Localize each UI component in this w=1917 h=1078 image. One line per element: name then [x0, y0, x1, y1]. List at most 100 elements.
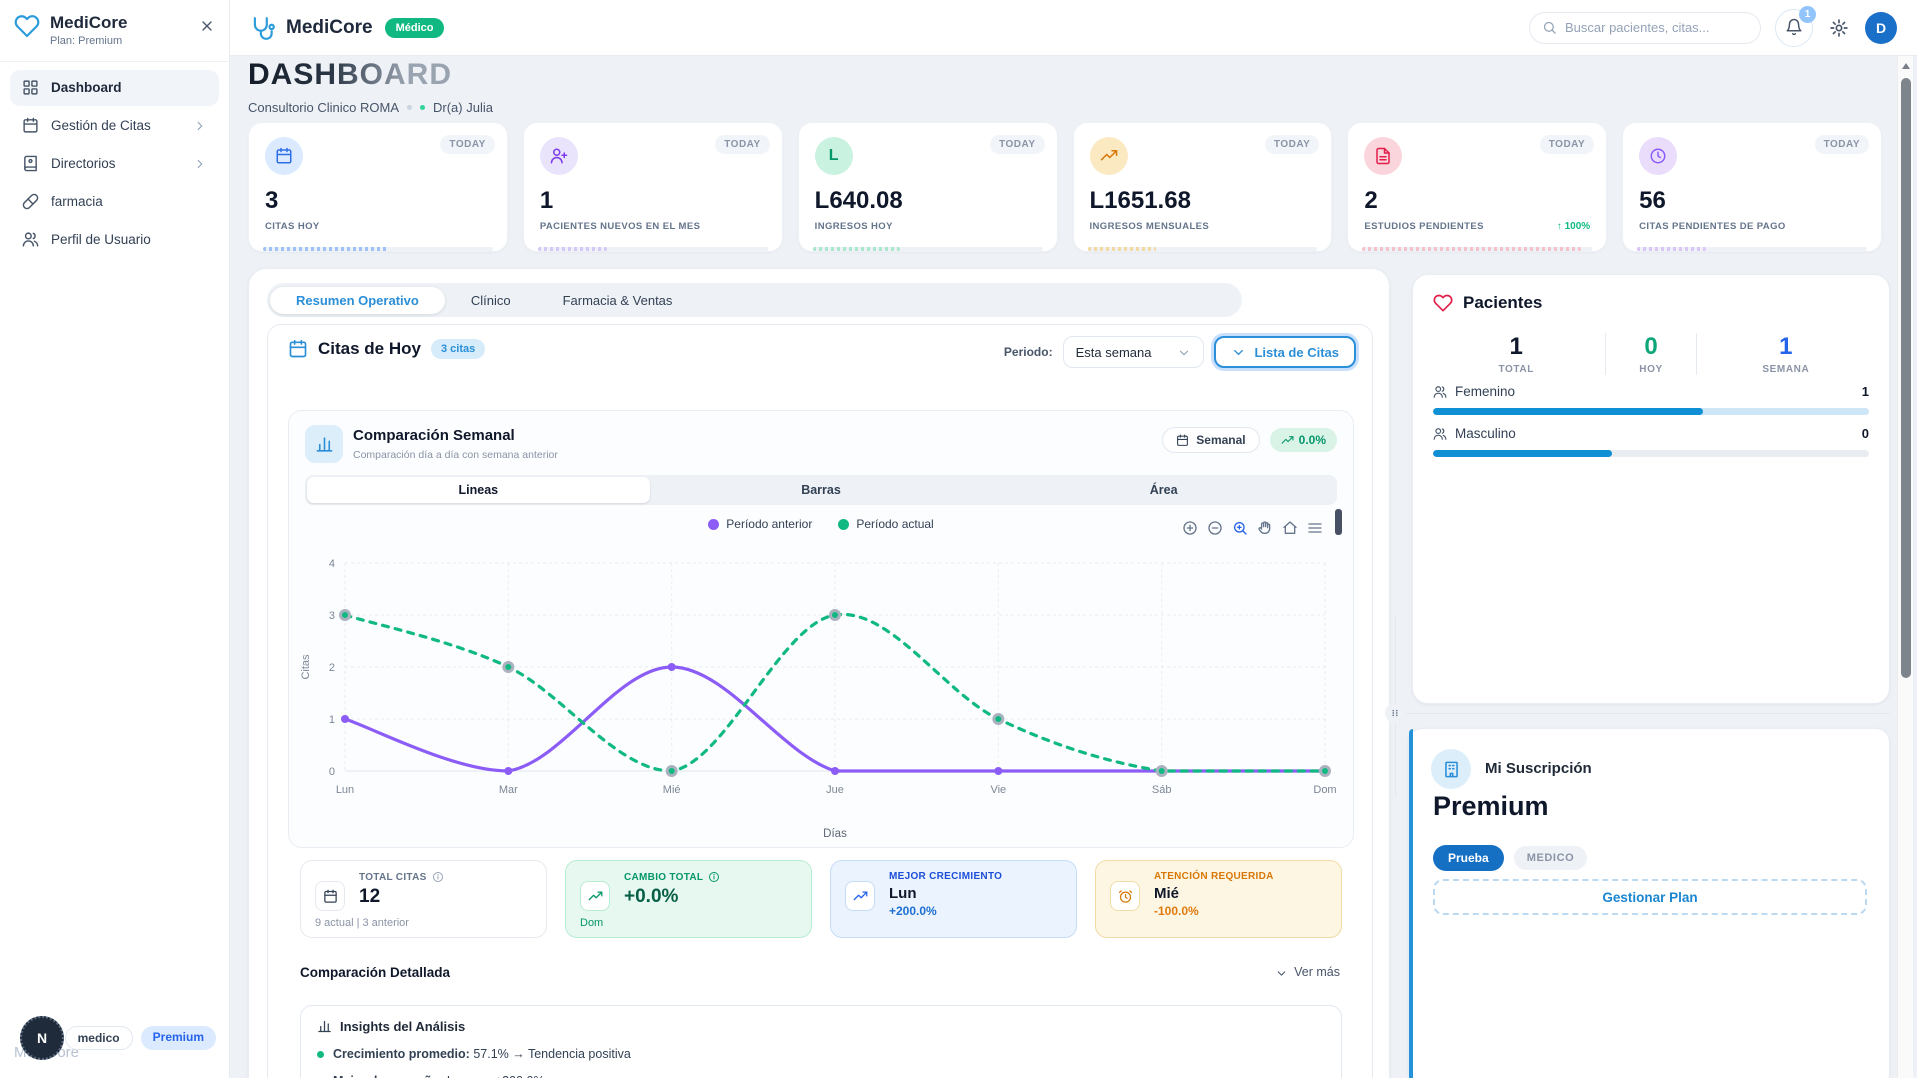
search-box[interactable] — [1529, 11, 1761, 44]
subscription-title: Mi Suscripción — [1485, 760, 1592, 777]
svg-text:Mié: Mié — [663, 784, 681, 796]
breadcrumb-clinic: Consultorio Clinico ROMA — [248, 100, 399, 115]
period-select[interactable]: Esta semana — [1062, 336, 1205, 368]
document-icon — [1364, 137, 1403, 175]
window-scrollbar[interactable] — [1897, 56, 1913, 1078]
prueba-badge: Prueba — [1433, 845, 1504, 871]
chevron-down-icon — [1275, 965, 1288, 979]
patients-card: Pacientes 1 TOTAL 0 HOY 1 SEMANA Femenin… — [1412, 274, 1890, 704]
period-label: Periodo: — [1003, 345, 1053, 360]
chart-tab-area[interactable]: Área — [1149, 483, 1178, 497]
chevron-right-icon — [193, 118, 207, 133]
zoom-in-icon[interactable] — [1182, 519, 1198, 537]
trending-up-icon — [845, 881, 875, 911]
chart-tab-barras[interactable]: Barras — [801, 483, 841, 497]
patients-week: 1 SEMANA — [1762, 333, 1810, 375]
users-icon — [22, 231, 39, 248]
stat-value: L1651.68 — [1089, 187, 1191, 214]
box-zoom-icon[interactable] — [1232, 519, 1248, 537]
scrollbar-thumb[interactable] — [1901, 78, 1911, 678]
chevron-right-icon — [193, 156, 207, 171]
stat-card-estudios-pendientes[interactable]: TODAY 2 ESTUDIOS PENDIENTES ↑ 100% — [1347, 122, 1608, 252]
chart-scrollbar-thumb[interactable] — [1335, 509, 1342, 535]
search-input[interactable] — [1565, 20, 1748, 35]
user-plus-icon — [539, 137, 578, 175]
settings-gear-icon[interactable] — [1829, 18, 1849, 38]
insight-item: Mejor desempeño: Lun con +200.0% — [317, 1074, 1325, 1078]
person-icon — [1433, 426, 1447, 441]
sidebar-item-perfil[interactable]: Perfil de Usuario — [10, 222, 219, 258]
stat-card-citas-pendientes-pago[interactable]: TODAY 56 CITAS PENDIENTES DE PAGO — [1622, 122, 1882, 252]
heart-icon — [1433, 293, 1453, 313]
stat-card-ingresos-mensuales[interactable]: TODAY L1651.68 INGRESOS MENSUALES — [1072, 122, 1333, 252]
notifications-button[interactable]: 1 — [1775, 5, 1816, 47]
stat-card-pacientes-nuevos[interactable]: TODAY 1 PACIENTES NUEVOS EN EL MES — [522, 122, 783, 252]
sidebar-item-label: Directorios — [51, 156, 116, 172]
sidebar-item-label: Perfil de Usuario — [51, 232, 151, 248]
reset-home-icon[interactable] — [1282, 519, 1298, 537]
tab-resumen-operativo[interactable]: Resumen Operativo — [270, 286, 445, 314]
sidebar-brand: MediCore — [50, 13, 128, 32]
zoom-out-icon[interactable] — [1207, 519, 1223, 537]
summary-footer: 9 actual | 3 anterior — [315, 917, 409, 929]
svg-text:2: 2 — [329, 662, 335, 674]
tab-farmacia-ventas[interactable]: Farmacia & Ventas — [562, 292, 673, 308]
citas-title: Citas de Hoy — [318, 339, 421, 358]
legend-dot — [838, 518, 850, 530]
ver-mas-button[interactable]: Ver más — [1275, 965, 1340, 979]
sidebar-item-gestion-citas[interactable]: Gestión de Citas — [10, 108, 219, 144]
pan-hand-icon[interactable] — [1257, 519, 1273, 537]
notification-count-badge: 1 — [1799, 5, 1816, 23]
stat-label: CITAS HOY — [265, 221, 320, 232]
lista-de-citas-button[interactable]: Lista de Citas — [1214, 336, 1356, 369]
sidebar-close-icon[interactable] — [199, 17, 215, 35]
summary-sub: +200.0% — [889, 904, 937, 918]
sidebar-item-dashboard[interactable]: Dashboard — [10, 69, 219, 106]
period-badge[interactable]: Semanal — [1162, 427, 1260, 454]
section-divider-line — [1406, 713, 1890, 714]
line-chart-plot[interactable]: 0 1 2 3 4 Lun Mar Mié Jue Vie Sáb Dom Días Citas — [297, 547, 1347, 843]
svg-text:Lun: Lun — [336, 784, 354, 796]
breadcrumb-status-dot — [420, 105, 425, 110]
stat-value: 2 — [1364, 187, 1378, 214]
info-icon[interactable] — [432, 871, 444, 883]
stat-label: INGRESOS MENSUALES — [1089, 221, 1210, 232]
brand-heart-icon — [14, 13, 40, 39]
user-avatar[interactable]: D — [1865, 11, 1897, 44]
chart-tab-lineas[interactable]: Lineas — [307, 477, 650, 503]
sidebar-divider — [0, 60, 229, 62]
stat-label: CITAS PENDIENTES DE PAGO — [1639, 221, 1786, 232]
gestionar-plan-button[interactable]: Gestionar Plan — [1433, 879, 1867, 915]
tab-clinico[interactable]: Clínico — [470, 292, 511, 308]
subscription-card: Mi Suscripción Premium Prueba MEDICO Ges… — [1408, 728, 1890, 1078]
patients-total: 1 TOTAL — [1498, 333, 1534, 375]
summary-value: +0.0% — [624, 886, 679, 907]
medico-badge: MEDICO — [1513, 846, 1588, 870]
svg-text:Sáb: Sáb — [1152, 784, 1172, 796]
sidebar-item-farmacia[interactable]: farmacia — [10, 184, 219, 220]
breadcrumb-doctor: Dr(a) Julia — [433, 100, 493, 115]
person-icon — [1433, 384, 1447, 399]
progress-bar — [1362, 247, 1593, 251]
summary-value: Mié — [1154, 885, 1180, 902]
info-icon[interactable] — [708, 871, 720, 883]
total-citas-box: TOTAL CITAS 12 9 actual | 3 anterior — [300, 860, 547, 938]
bell-icon — [1785, 18, 1803, 36]
top-bar: MediCore Médico 1 D — [230, 0, 1917, 56]
scrollbar-up-arrow[interactable] — [1902, 63, 1910, 69]
stat-card-ingresos-hoy[interactable]: L TODAY L640.08 INGRESOS HOY — [797, 122, 1058, 252]
sidebar-item-directorios[interactable]: Directorios — [10, 146, 219, 182]
menu-icon[interactable] — [1307, 519, 1323, 537]
progress-bar — [1087, 247, 1318, 251]
insights-box: Insights del Análisis Crecimiento promed… — [300, 1005, 1342, 1078]
bar-chart-icon — [317, 1018, 332, 1034]
calendar-icon — [22, 117, 39, 134]
splitter-grip-handle[interactable] — [1385, 703, 1405, 723]
progress-bar — [1637, 247, 1867, 251]
stat-card-citas-hoy[interactable]: TODAY 3 CITAS HOY — [248, 122, 508, 252]
stat-divider — [1695, 333, 1697, 375]
legend-current-period: Período actual — [838, 517, 934, 531]
period-select-value: Esta semana — [1075, 344, 1152, 360]
sidebar-item-label: Dashboard — [51, 80, 122, 96]
footer-avatar[interactable]: N — [20, 1016, 64, 1060]
